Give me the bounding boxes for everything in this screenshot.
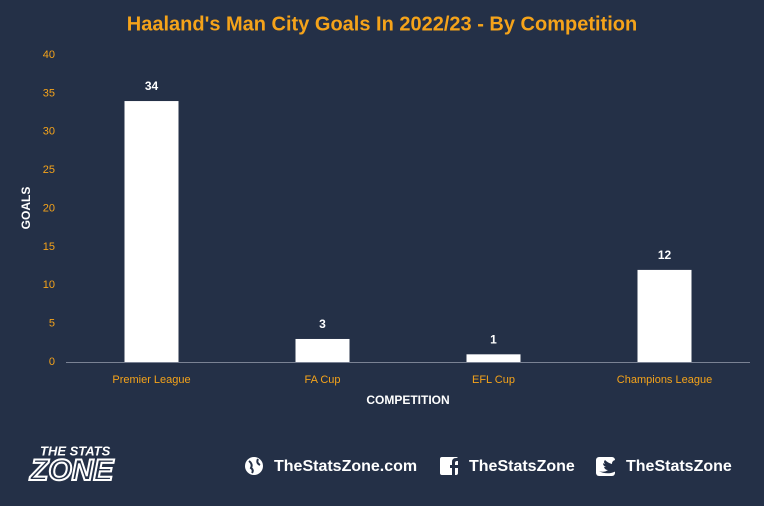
- y-tick-label: 20: [43, 202, 55, 214]
- data-label: 12: [658, 248, 672, 262]
- y-axis-title: GOALS: [19, 187, 33, 230]
- y-tick-label: 25: [43, 164, 55, 176]
- website-link[interactable]: TheStatsZone.com: [274, 458, 417, 475]
- bar: [466, 354, 521, 362]
- y-tick-label: 15: [43, 241, 55, 253]
- bar: [637, 269, 692, 362]
- twitter-icon: [596, 457, 622, 476]
- y-tick-label: 5: [49, 318, 55, 330]
- data-label: 1: [490, 332, 497, 346]
- chart-title: Haaland's Man City Goals In 2022/23 - By…: [127, 13, 637, 35]
- y-tick-label: 10: [43, 279, 55, 291]
- x-tick-label: Premier League: [112, 374, 190, 386]
- y-tick-label: 30: [43, 126, 55, 138]
- facebook-link[interactable]: TheStatsZone: [469, 458, 575, 475]
- x-axis-title: COMPETITION: [366, 393, 449, 407]
- logo-top: THE STATS: [40, 443, 111, 458]
- y-tick-label: 35: [43, 87, 55, 99]
- twitter-link[interactable]: TheStatsZone: [626, 458, 732, 475]
- logo: THE STATS ZONE: [28, 443, 115, 487]
- y-tick-label: 40: [43, 49, 55, 61]
- y-tick-label: 0: [49, 356, 55, 368]
- x-tick-label: EFL Cup: [472, 374, 515, 386]
- x-tick-label: FA Cup: [304, 374, 340, 386]
- globe-icon: [245, 457, 263, 475]
- facebook-icon: [440, 457, 459, 475]
- bar: [124, 101, 179, 363]
- bar: [295, 338, 350, 362]
- data-label: 3: [319, 317, 326, 331]
- logo-bottom: ZONE: [29, 454, 114, 487]
- data-label: 34: [145, 79, 159, 93]
- x-tick-label: Champions League: [617, 374, 712, 386]
